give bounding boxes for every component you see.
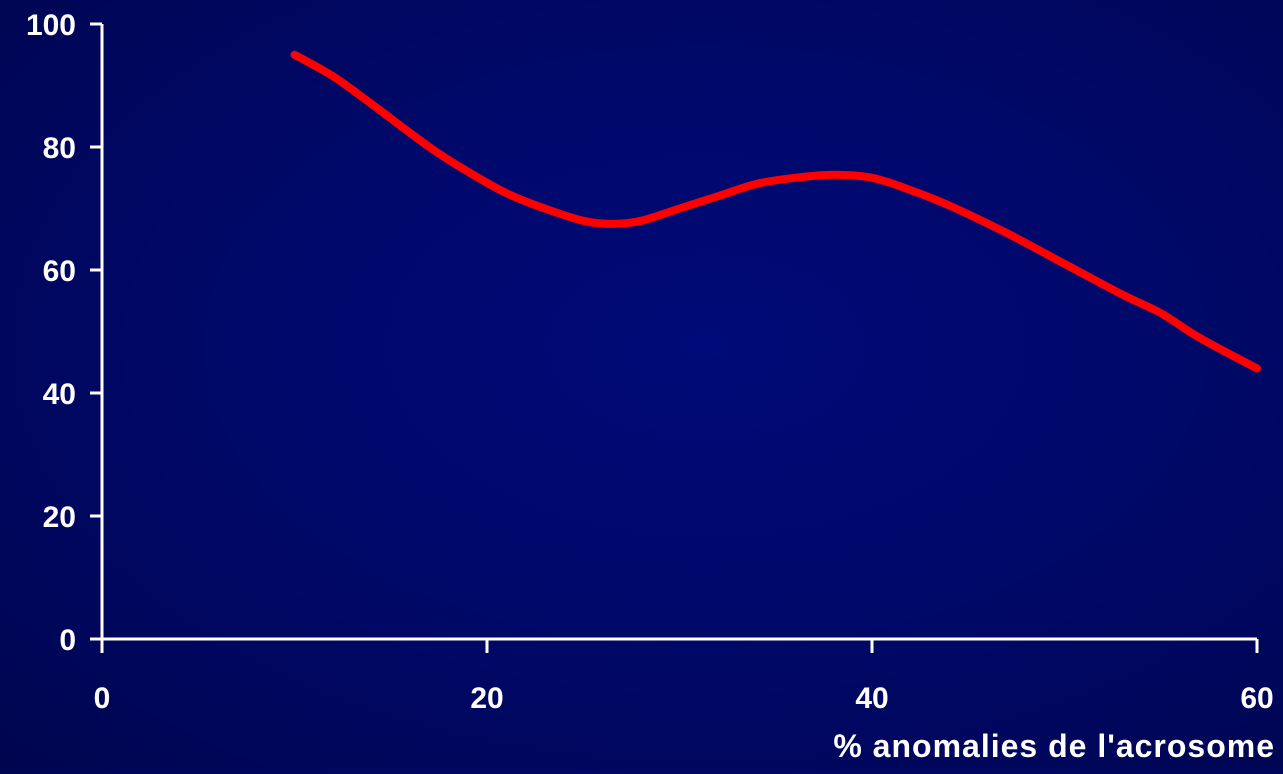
y-tick-label: 60 <box>43 255 76 288</box>
x-tick-label: 20 <box>470 682 503 715</box>
y-tick-label: 40 <box>43 378 76 411</box>
axes <box>100 24 1257 641</box>
y-axis-ticks: 0 20 40 60 80 100 <box>26 9 102 657</box>
y-tick-label: 0 <box>59 624 76 657</box>
y-tick-label: 80 <box>43 132 76 165</box>
x-axis-label: % anomalies de l'acrosome <box>833 728 1275 764</box>
series-line <box>290 50 1261 373</box>
x-axis-ticks: 0 20 40 60 <box>94 639 1274 715</box>
series-layer <box>290 50 1261 373</box>
y-tick-label: 20 <box>43 501 76 534</box>
x-tick-label: 60 <box>1240 682 1273 715</box>
x-tick-label: 0 <box>94 682 111 715</box>
y-tick-label: 100 <box>26 9 76 42</box>
x-tick-label: 40 <box>855 682 888 715</box>
